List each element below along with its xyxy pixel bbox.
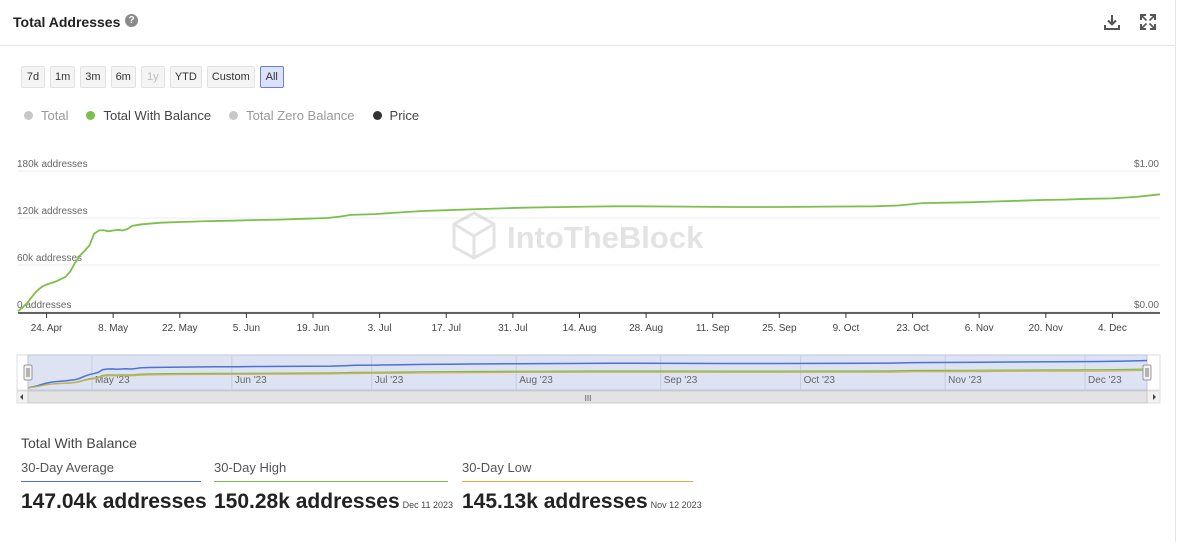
stat-value-row: 147.04k addresses: [21, 490, 207, 514]
navigator-series-line: [27, 369, 1148, 389]
timeframe-button-1y: 1y: [140, 66, 165, 88]
x-tick-label: 19. Jun: [297, 323, 330, 334]
help-icon[interactable]: ?: [125, 14, 138, 27]
x-tick-label: 5. Jun: [233, 323, 260, 334]
timeframe-selector: 7d 1m 3m 6m 1y YTD Custom All: [21, 66, 284, 88]
navigator-scrollbar-thumb[interactable]: [27, 390, 1148, 404]
x-tick-label: 28. Aug: [629, 323, 663, 334]
scroll-right-arrow-icon[interactable]: [1153, 394, 1156, 400]
x-tick-label: 25. Sep: [762, 323, 797, 334]
stat-30-day-low: 30-Day Low 145.13k addresses Nov 12 2023: [462, 460, 702, 514]
timeframe-button-3m[interactable]: 3m: [80, 66, 106, 88]
stats-title: Total With Balance: [21, 435, 137, 451]
timeframe-button-custom[interactable]: Custom: [206, 66, 255, 88]
y-tick-label: 120k addresses: [17, 206, 88, 217]
x-tick-label: 3. Jul: [368, 323, 392, 334]
x-tick-label: 23. Oct: [896, 323, 928, 334]
stat-label: 30-Day Average: [21, 460, 201, 482]
navigator-handle-right[interactable]: [1142, 364, 1152, 381]
x-tick-label: 4. Dec: [1098, 323, 1127, 334]
stat-value: 145.13k addresses: [462, 490, 648, 513]
legend-item-total-with-balance[interactable]: Total With Balance: [86, 108, 211, 123]
y-tick-label: 60k addresses: [17, 253, 82, 264]
x-tick-label: 6. Nov: [965, 323, 994, 334]
timeframe-button-6m[interactable]: 6m: [110, 66, 136, 88]
stat-label: 30-Day Low: [462, 460, 693, 482]
legend-dot-icon: [229, 111, 239, 120]
x-tick-label: 8. May: [98, 323, 128, 334]
x-tick-label: 24. Apr: [31, 323, 63, 334]
x-tick-label: 31. Jul: [498, 323, 527, 334]
stat-value: 147.04k addresses: [21, 490, 207, 513]
download-icon[interactable]: [1103, 13, 1121, 31]
range-navigator[interactable]: May '23 Jun '23 Jul '23 Aug '23 Sep '23 Oct '…: [0, 350, 1176, 408]
legend-label: Total: [41, 108, 69, 123]
timeframe-button-7d[interactable]: 7d: [21, 66, 45, 88]
legend-item-total[interactable]: Total: [24, 108, 68, 123]
legend-item-total-zero-balance[interactable]: Total Zero Balance: [229, 108, 355, 123]
expand-icon[interactable]: [1139, 13, 1157, 31]
chart-legend: Total Total With Balance Total Zero Balanc…: [24, 108, 419, 123]
y2-tick-label: $1.00: [1134, 159, 1159, 170]
navigator-handle-left[interactable]: [23, 364, 33, 381]
legend-dot-icon: [372, 111, 382, 120]
legend-dot-icon: [86, 111, 96, 120]
scrollbar-grip-icon: III: [585, 394, 592, 403]
legend-dot-icon: [24, 111, 33, 120]
y2-tick-label: $0.00: [1134, 300, 1159, 311]
stat-30-day-average: 30-Day Average 147.04k addresses: [21, 460, 207, 514]
x-tick-label: 9. Oct: [833, 323, 860, 334]
stat-value-row: 150.28k addresses Dec 11 2023: [214, 490, 453, 514]
legend-label: Price: [389, 108, 420, 123]
y-tick-label: 180k addresses: [17, 159, 88, 170]
navigator-x-label: Jul '23: [375, 375, 404, 386]
y-tick-label: 0 addresses: [17, 300, 71, 311]
navigator-x-label: Nov '23: [948, 375, 982, 386]
timeframe-button-ytd[interactable]: YTD: [169, 66, 202, 88]
navigator-x-label: Dec '23: [1088, 375, 1122, 386]
stat-date: Dec 11 2023: [402, 500, 454, 510]
x-tick-label: 17. Jul: [432, 323, 461, 334]
navigator-x-label: Oct '23: [804, 375, 836, 386]
stat-label: 30-Day High: [214, 460, 448, 482]
timeframe-button-all[interactable]: All: [259, 66, 284, 88]
watermark-text: IntoTheBlock: [507, 220, 704, 255]
watermark-logo: IntoTheBlock: [452, 211, 704, 260]
stat-date: Nov 12 2023: [650, 500, 702, 510]
navigator-series-line: [27, 359, 1148, 389]
x-tick-label: 14. Aug: [563, 323, 597, 334]
stat-value: 150.28k addresses: [214, 490, 400, 513]
stat-30-day-high: 30-Day High 150.28k addresses Dec 11 2023: [214, 460, 453, 514]
navigator-x-label: Sep '23: [664, 375, 698, 386]
navigator-x-label: May '23: [95, 375, 130, 386]
page-title: Total Addresses: [13, 14, 121, 30]
legend-label: Total With Balance: [103, 108, 212, 123]
navigator-x-label: Jun '23: [235, 375, 267, 386]
x-tick-label: 11. Sep: [696, 323, 730, 334]
timeframe-button-1m[interactable]: 1m: [50, 66, 76, 88]
card-header: Total Addresses ?: [0, 0, 1176, 46]
x-tick-label: 22. May: [162, 323, 198, 334]
x-tick-label: 20. Nov: [1029, 323, 1063, 334]
navigator-x-label: Aug '23: [519, 375, 553, 386]
legend-label: Total Zero Balance: [246, 108, 355, 123]
main-chart: 0 addresses 60k addresses 120k addresses 18…: [17, 159, 1161, 334]
series-line-total-with-balance[interactable]: [17, 193, 1161, 312]
legend-item-price[interactable]: Price: [372, 108, 420, 123]
stat-value-row: 145.13k addresses Nov 12 2023: [462, 490, 702, 514]
scroll-left-arrow-icon[interactable]: [20, 394, 23, 400]
